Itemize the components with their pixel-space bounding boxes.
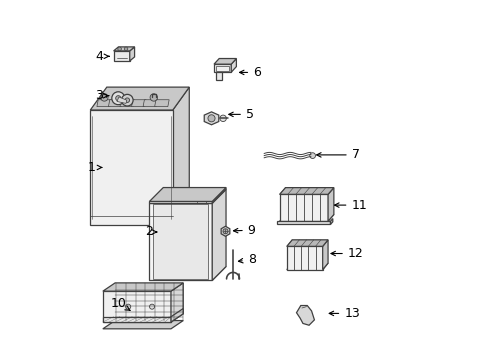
Polygon shape bbox=[120, 100, 134, 107]
Circle shape bbox=[118, 47, 121, 51]
Circle shape bbox=[124, 47, 127, 51]
Circle shape bbox=[223, 229, 227, 234]
Polygon shape bbox=[221, 226, 229, 236]
Polygon shape bbox=[231, 59, 236, 72]
Text: 1: 1 bbox=[88, 161, 102, 174]
Polygon shape bbox=[149, 203, 212, 280]
Polygon shape bbox=[90, 110, 172, 225]
Polygon shape bbox=[215, 72, 222, 80]
Polygon shape bbox=[153, 204, 208, 279]
Circle shape bbox=[149, 304, 154, 309]
Polygon shape bbox=[102, 320, 183, 329]
Polygon shape bbox=[143, 100, 157, 107]
Polygon shape bbox=[214, 59, 236, 64]
Circle shape bbox=[150, 94, 157, 101]
Text: 3: 3 bbox=[95, 89, 108, 102]
Polygon shape bbox=[171, 309, 183, 322]
Polygon shape bbox=[113, 47, 134, 51]
Polygon shape bbox=[296, 306, 314, 325]
Circle shape bbox=[207, 115, 215, 122]
Polygon shape bbox=[102, 317, 171, 322]
Text: 11: 11 bbox=[334, 199, 366, 212]
Circle shape bbox=[112, 92, 124, 105]
Circle shape bbox=[121, 94, 133, 106]
Polygon shape bbox=[171, 283, 183, 322]
Text: 9: 9 bbox=[233, 224, 255, 237]
Polygon shape bbox=[131, 100, 146, 107]
Polygon shape bbox=[212, 189, 225, 280]
Polygon shape bbox=[102, 291, 171, 322]
Polygon shape bbox=[279, 215, 333, 221]
Text: 7: 7 bbox=[316, 148, 359, 161]
Polygon shape bbox=[204, 112, 218, 125]
Circle shape bbox=[125, 304, 130, 309]
Polygon shape bbox=[90, 87, 189, 110]
Polygon shape bbox=[322, 240, 327, 270]
Polygon shape bbox=[327, 188, 333, 221]
Polygon shape bbox=[97, 100, 111, 107]
Circle shape bbox=[116, 96, 121, 101]
Circle shape bbox=[220, 115, 226, 122]
Polygon shape bbox=[277, 221, 330, 225]
Polygon shape bbox=[214, 64, 231, 72]
Circle shape bbox=[101, 94, 108, 101]
Text: 2: 2 bbox=[145, 225, 156, 238]
Polygon shape bbox=[129, 47, 134, 61]
Text: 5: 5 bbox=[228, 108, 253, 121]
Polygon shape bbox=[212, 188, 225, 203]
Polygon shape bbox=[117, 97, 126, 103]
Text: 13: 13 bbox=[328, 307, 359, 320]
Polygon shape bbox=[113, 51, 129, 61]
Polygon shape bbox=[149, 188, 225, 202]
Polygon shape bbox=[149, 202, 212, 203]
Polygon shape bbox=[279, 188, 333, 194]
Polygon shape bbox=[172, 87, 189, 225]
Text: 8: 8 bbox=[238, 253, 255, 266]
Polygon shape bbox=[154, 100, 169, 107]
Polygon shape bbox=[149, 266, 225, 280]
Text: 10: 10 bbox=[111, 297, 130, 310]
Circle shape bbox=[309, 153, 315, 158]
Polygon shape bbox=[108, 100, 122, 107]
Polygon shape bbox=[279, 194, 327, 221]
Polygon shape bbox=[286, 240, 327, 246]
Polygon shape bbox=[286, 263, 327, 270]
Polygon shape bbox=[102, 283, 183, 291]
Text: 12: 12 bbox=[330, 247, 363, 260]
Polygon shape bbox=[286, 246, 322, 270]
Polygon shape bbox=[330, 219, 332, 225]
Circle shape bbox=[125, 98, 129, 103]
Text: 6: 6 bbox=[239, 66, 261, 79]
Text: 4: 4 bbox=[95, 50, 109, 63]
